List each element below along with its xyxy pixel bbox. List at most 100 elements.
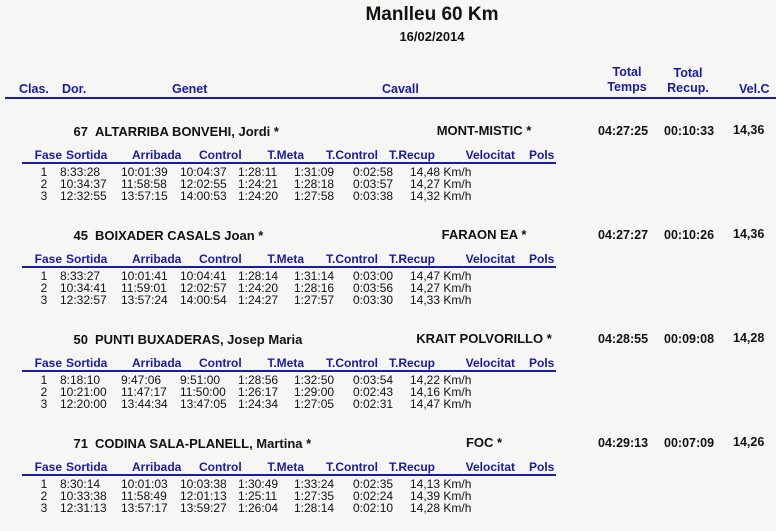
- cell-velocitat: 14,22 Km/h: [410, 373, 472, 387]
- cell-t-meta: 1:26:04: [238, 501, 279, 515]
- subheader-velocitat: Velocitat: [465, 148, 515, 162]
- velocitat-mitjana: 14,36: [733, 123, 765, 137]
- cell-t-control: 1:31:09: [294, 165, 335, 179]
- col-total-temps-1: Total: [612, 65, 642, 79]
- cell-arribada: 13:57:24: [121, 293, 168, 307]
- col-cavall: Cavall: [382, 82, 419, 96]
- cell-t-recup: 0:03:54: [353, 373, 394, 387]
- cell-fase: 3: [40, 397, 48, 411]
- subheader-arribada: Arribada: [132, 148, 182, 162]
- cell-t-meta: 1:30:49: [238, 477, 279, 491]
- subheader-t-recup: T.Recup: [389, 252, 436, 266]
- subheader-velocitat: Velocitat: [465, 356, 515, 370]
- cell-fase: 2: [40, 489, 48, 503]
- cell-velocitat: 14,48 Km/h: [410, 165, 472, 179]
- subheader-fase: Fase: [34, 148, 62, 162]
- horse-name: KRAIT POLVORILLO *: [416, 331, 552, 346]
- cell-t-recup: 0:02:31: [353, 397, 394, 411]
- cell-control: 14:00:54: [180, 293, 227, 307]
- cell-velocitat: 14,32 Km/h: [410, 189, 472, 203]
- cell-t-control: 1:31:14: [294, 269, 335, 283]
- subheader-sortida: Sortida: [66, 460, 108, 474]
- cell-control: 12:02:55: [180, 177, 227, 191]
- cell-sortida: 8:33:27: [60, 269, 101, 283]
- cell-fase: 1: [40, 477, 48, 491]
- cell-t-meta: 1:24:27: [238, 293, 279, 307]
- cell-t-meta: 1:24:21: [238, 177, 279, 191]
- subheader-control: Control: [199, 356, 242, 370]
- subheader-sortida: Sortida: [66, 252, 108, 266]
- cell-sortida: 10:34:37: [60, 177, 107, 191]
- cell-control: 10:03:38: [180, 477, 227, 491]
- cell-velocitat: 14,16 Km/h: [410, 385, 472, 399]
- cell-t-recup: 0:03:00: [353, 269, 394, 283]
- subheader-t-control: T.Control: [326, 252, 378, 266]
- dorsal: 45: [73, 228, 88, 243]
- subheader-t-meta: T.Meta: [267, 252, 304, 266]
- subheader-t-meta: T.Meta: [267, 460, 304, 474]
- cell-velocitat: 14,13 Km/h: [410, 477, 472, 491]
- cell-t-meta: 1:24:20: [238, 189, 279, 203]
- cell-velocitat: 14,28 Km/h: [410, 501, 472, 515]
- cell-t-meta: 1:24:34: [238, 397, 279, 411]
- cell-t-meta: 1:25:11: [238, 489, 278, 503]
- cell-fase: 3: [40, 501, 48, 515]
- cell-arribada: 13:57:15: [121, 189, 168, 203]
- col-total-recup-1: Total: [673, 66, 703, 80]
- subheader-control: Control: [199, 148, 242, 162]
- rider-name: BOIXADER CASALS Joan *: [95, 228, 264, 243]
- page-title: Manlleu 60 Km: [365, 4, 499, 25]
- subheader-pols: Pols: [529, 148, 555, 162]
- subheader-arribada: Arribada: [132, 252, 182, 266]
- subheader-arribada: Arribada: [132, 356, 182, 370]
- subheader-t-recup: T.Recup: [389, 148, 436, 162]
- cell-arribada: 11:58:49: [121, 489, 167, 503]
- subheader-fase: Fase: [34, 460, 62, 474]
- subheader-pols: Pols: [529, 356, 555, 370]
- total-recup: 00:07:09: [664, 436, 715, 450]
- cell-control: 13:47:05: [180, 397, 227, 411]
- cell-control: 13:59:27: [180, 501, 227, 515]
- cell-velocitat: 14,47 Km/h: [410, 397, 472, 411]
- cell-arribada: 11:58:58: [121, 177, 167, 191]
- header-divider: [5, 97, 776, 99]
- subheader-t-control: T.Control: [326, 356, 378, 370]
- total-temps: 04:29:13: [598, 436, 649, 450]
- cell-control: 12:02:57: [180, 281, 227, 295]
- cell-control: 10:04:41: [180, 269, 227, 283]
- col-genet: Genet: [172, 82, 208, 96]
- subheader-velocitat: Velocitat: [465, 460, 515, 474]
- cell-t-meta: 1:24:20: [238, 281, 279, 295]
- cell-arribada: 9:47:06: [121, 373, 162, 387]
- cell-t-control: 1:33:24: [294, 477, 335, 491]
- cell-sortida: 10:34:41: [60, 281, 107, 295]
- total-temps: 04:27:25: [598, 124, 649, 138]
- subheader-t-meta: T.Meta: [267, 356, 304, 370]
- total-temps: 04:27:27: [598, 228, 649, 242]
- total-recup: 00:10:26: [664, 228, 715, 242]
- horse-name: FOC *: [465, 435, 503, 450]
- cell-arribada: 10:01:39: [121, 165, 168, 179]
- rider-name: PUNTI BUXADERAS, Josep Maria: [95, 332, 303, 347]
- dorsal: 50: [73, 332, 88, 347]
- col-total-recup-2: Recup.: [667, 81, 709, 95]
- subheader-fase: Fase: [34, 252, 62, 266]
- cell-t-recup: 0:02:35: [353, 477, 394, 491]
- subheader-divider: [22, 474, 556, 476]
- cell-fase: 2: [40, 177, 48, 191]
- cell-sortida: 12:32:57: [60, 293, 107, 307]
- cell-control: 11:50:00: [180, 385, 226, 399]
- rider-name: CODINA SALA-PLANELL, Martina *: [95, 436, 312, 451]
- cell-t-recup: 0:02:10: [353, 501, 394, 515]
- col-dor: Dor.: [62, 82, 87, 96]
- cell-fase: 1: [40, 373, 48, 387]
- cell-control: 10:04:37: [180, 165, 227, 179]
- dorsal: 71: [73, 436, 88, 451]
- velocitat-mitjana: 14,36: [733, 227, 765, 241]
- cell-velocitat: 14,33 Km/h: [410, 293, 472, 307]
- cell-fase: 2: [40, 385, 48, 399]
- cell-t-control: 1:27:57: [294, 293, 335, 307]
- cell-arribada: 10:01:03: [121, 477, 168, 491]
- race-date: 16/02/2014: [399, 29, 465, 44]
- cell-t-recup: 0:02:43: [353, 385, 394, 399]
